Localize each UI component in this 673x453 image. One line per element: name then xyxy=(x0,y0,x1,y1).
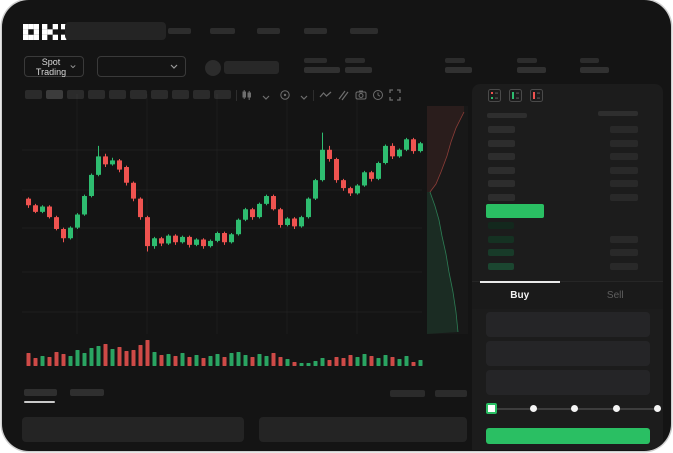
inactive-tab-indicator xyxy=(576,281,656,283)
total-input[interactable] xyxy=(486,370,650,395)
bid-row-price[interactable] xyxy=(488,249,514,257)
tab-buy-label: Buy xyxy=(510,290,530,301)
market-stat-label xyxy=(580,58,599,63)
timeframe-button[interactable] xyxy=(151,90,168,99)
chevron-down-icon[interactable] xyxy=(297,90,311,104)
orderbook-view-asks-icon[interactable] xyxy=(530,89,543,102)
ask-row-price[interactable] xyxy=(488,153,515,161)
timeframe-button[interactable] xyxy=(130,90,147,99)
amount-input[interactable] xyxy=(486,341,650,366)
camera-icon[interactable] xyxy=(354,88,368,102)
history-clock-icon[interactable] xyxy=(371,88,385,102)
order-panel: Buy Sell xyxy=(472,84,663,450)
tab-buy[interactable]: Buy xyxy=(472,281,568,309)
nav-item-placeholder[interactable] xyxy=(350,28,378,34)
divider xyxy=(236,90,237,101)
okx-logo-k xyxy=(42,24,58,40)
market-stat-label xyxy=(304,58,327,63)
bottom-tab[interactable] xyxy=(24,389,57,396)
token-avatar xyxy=(205,60,221,76)
indicators-icon[interactable] xyxy=(278,88,292,102)
chevron-down-icon xyxy=(70,65,76,69)
market-stat-label xyxy=(517,58,537,63)
chevron-down-icon[interactable] xyxy=(259,90,273,104)
fullscreen-icon[interactable] xyxy=(388,88,402,102)
bottom-panel-placeholder xyxy=(259,417,467,442)
bid-row-amount[interactable] xyxy=(610,249,638,257)
orderbook-view-all-icon[interactable] xyxy=(488,89,501,102)
bid-row-price[interactable] xyxy=(488,262,514,270)
nav-item-placeholder[interactable] xyxy=(304,28,327,34)
market-stat-value xyxy=(517,67,546,73)
okx-logo-o xyxy=(23,24,39,40)
account-placeholder[interactable] xyxy=(224,61,279,74)
slider-stop[interactable] xyxy=(654,405,661,412)
line-chart-icon[interactable] xyxy=(318,88,332,102)
ask-row-price[interactable] xyxy=(488,180,515,188)
bottom-panel-placeholder xyxy=(22,417,244,442)
active-tab-underline xyxy=(24,401,55,403)
bottom-action[interactable] xyxy=(435,390,467,397)
slider-stop[interactable] xyxy=(529,405,537,412)
nav-item-placeholder[interactable] xyxy=(168,28,191,34)
bid-row-amount[interactable] xyxy=(610,235,638,243)
pair-selector-dropdown[interactable] xyxy=(97,56,186,77)
nav-item-placeholder[interactable] xyxy=(257,28,280,34)
market-selector-label: Spot Trading xyxy=(35,56,67,77)
amount-slider[interactable] xyxy=(486,403,661,414)
slider-stop[interactable] xyxy=(571,405,578,412)
ask-row-amount[interactable] xyxy=(610,166,638,174)
ask-row-amount[interactable] xyxy=(610,180,638,188)
ask-row-amount[interactable] xyxy=(610,153,638,161)
tab-sell[interactable]: Sell xyxy=(568,282,664,309)
bid-row-price[interactable] xyxy=(488,235,514,243)
price-input[interactable] xyxy=(486,312,650,337)
timeframe-button[interactable] xyxy=(109,90,126,99)
slider-stop-active[interactable] xyxy=(486,403,497,414)
ask-row-amount[interactable] xyxy=(610,126,638,133)
bottom-tab[interactable] xyxy=(70,389,104,396)
buy-sell-tabs: Buy Sell xyxy=(472,281,663,309)
market-stat-value xyxy=(580,67,609,73)
market-stat-value xyxy=(345,67,372,73)
ask-row-price[interactable] xyxy=(488,126,515,133)
candlestick-chart[interactable] xyxy=(22,84,468,374)
timeframe-button[interactable] xyxy=(88,90,105,99)
timeframe-button[interactable] xyxy=(214,90,231,99)
divider xyxy=(313,90,314,101)
orderbook-header-left xyxy=(487,113,527,118)
active-tab-indicator xyxy=(480,281,560,283)
market-stat-label xyxy=(345,58,365,63)
market-stat-value xyxy=(445,67,472,73)
ask-row-price[interactable] xyxy=(488,139,515,147)
timeframe-button[interactable] xyxy=(193,90,210,99)
ask-row-price[interactable] xyxy=(488,166,515,174)
bottom-action[interactable] xyxy=(390,390,425,397)
chevron-down-icon xyxy=(170,64,178,69)
timeframe-button[interactable] xyxy=(46,90,63,99)
drawing-tools-icon[interactable] xyxy=(336,88,350,102)
bid-row-price[interactable] xyxy=(488,222,514,229)
ask-row-amount[interactable] xyxy=(610,139,638,147)
timeframe-button[interactable] xyxy=(172,90,189,99)
market-stat-value xyxy=(304,67,340,73)
last-price-bar[interactable] xyxy=(486,204,544,218)
orderbook-header-right xyxy=(598,111,638,116)
market-stat-label xyxy=(445,58,465,63)
bid-row-amount[interactable] xyxy=(610,262,638,270)
search-input[interactable] xyxy=(65,22,166,40)
orderbook-view-bids-icon[interactable] xyxy=(509,89,522,102)
slider-stop[interactable] xyxy=(612,405,620,412)
buy-submit-button[interactable] xyxy=(486,428,650,444)
tab-sell-label: Sell xyxy=(606,290,624,301)
nav-item-placeholder[interactable] xyxy=(210,28,235,34)
market-selector-dropdown[interactable]: Spot Trading xyxy=(24,56,84,77)
ask-row-amount[interactable] xyxy=(610,194,638,201)
timeframe-button[interactable] xyxy=(67,90,84,99)
ask-row-price[interactable] xyxy=(488,194,515,201)
timeframe-button[interactable] xyxy=(25,90,42,99)
candle-style-icon[interactable] xyxy=(240,88,254,102)
